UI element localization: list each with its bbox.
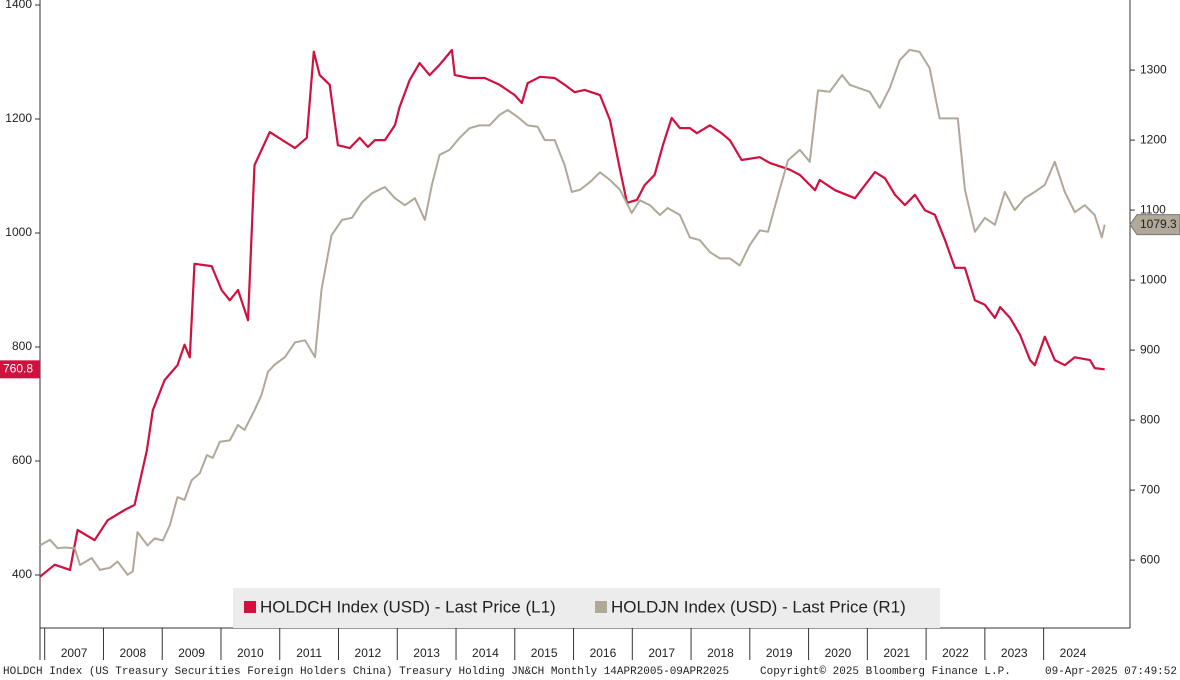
footer-description: HOLDCH Index (US Treasury Securities For…: [3, 666, 729, 678]
y2-tick-label: 900: [1140, 342, 1160, 356]
x-tick-label: 2012: [355, 646, 382, 660]
series-line: [39, 48, 1106, 576]
last-value-tag: [1129, 214, 1180, 236]
legend-label: HOLDCH Index (USD) - Last Price (L1): [260, 597, 556, 616]
x-tick-label: 2020: [825, 646, 852, 660]
x-tick-label: 2007: [61, 646, 88, 660]
y2-tick-label: 800: [1140, 412, 1160, 426]
x-tick-label: 2011: [296, 646, 322, 660]
x-tick-label: 2013: [413, 646, 440, 660]
y-tick-label: 1000: [5, 225, 32, 239]
footer-copyright: Copyright© 2025 Bloomberg Finance L.P.: [760, 666, 1011, 678]
x-tick-label: 2010: [237, 646, 264, 660]
legend-swatch: [244, 601, 256, 613]
series-line: [39, 48, 1105, 578]
y2-tick-label: 700: [1140, 482, 1160, 496]
x-tick-label: 2014: [472, 646, 499, 660]
x-tick-label: 2015: [531, 646, 558, 660]
legend-box: [233, 588, 940, 628]
y2-tick-label: 600: [1140, 552, 1160, 566]
y-tick-label: 1200: [5, 111, 32, 125]
x-tick-label: 2009: [178, 646, 205, 660]
x-tick-label: 2023: [1001, 646, 1028, 660]
y-tick-label: 1400: [5, 0, 32, 11]
legend-label: HOLDJN Index (USD) - Last Price (R1): [611, 597, 906, 616]
y2-tick-label: 1100: [1140, 202, 1166, 216]
last-value-tag: [0, 360, 40, 379]
last-value-label: 760.8: [3, 362, 33, 376]
x-tick-label: 2024: [1060, 646, 1087, 660]
x-tick-label: 2008: [119, 646, 146, 660]
x-tick-label: 2021: [883, 646, 910, 660]
x-tick-label: 2022: [942, 646, 969, 660]
last-value-label: 1079.3: [1140, 217, 1177, 231]
x-tick-label: 2017: [648, 646, 675, 660]
x-tick-label: 2016: [590, 646, 617, 660]
y2-tick-label: 1300: [1140, 62, 1167, 76]
footer-timestamp: 09-Apr-2025 07:49:52: [1045, 666, 1177, 678]
y2-tick-label: 1000: [1140, 272, 1167, 286]
legend-swatch: [595, 601, 607, 613]
y-tick-label: 600: [12, 453, 32, 467]
y2-tick-label: 1200: [1140, 132, 1167, 146]
y-tick-label: 400: [12, 567, 32, 581]
y-tick-label: 800: [12, 339, 32, 353]
x-tick-label: 2019: [766, 646, 793, 660]
x-tick-label: 2018: [707, 646, 734, 660]
